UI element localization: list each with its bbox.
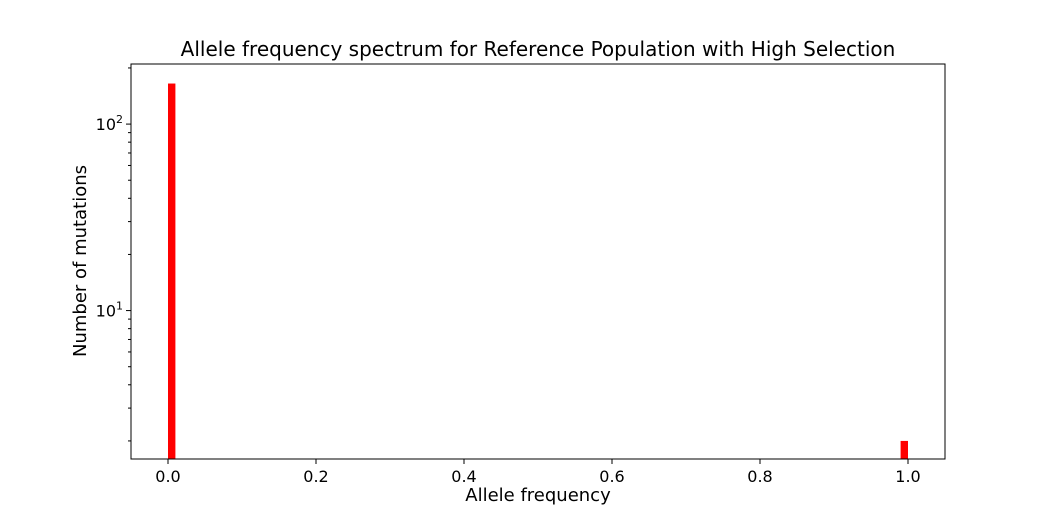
x-axis: 0.0 0.2 0.4 0.6 0.8 1.0 [155, 459, 921, 486]
chart-title: Allele frequency spectrum for Reference … [181, 37, 896, 61]
y-axis: 101 102 [96, 67, 131, 442]
plot-frame [130, 63, 946, 460]
y-tick-label: 102 [96, 113, 123, 134]
x-tick-label: 0.0 [155, 467, 180, 486]
x-tick-label: 1.0 [895, 467, 920, 486]
bar-0 [168, 83, 176, 459]
x-axis-label: Allele frequency [465, 485, 611, 506]
bar-1 [900, 440, 908, 459]
y-tick-label: 101 [96, 300, 123, 321]
x-tick-label: 0.2 [303, 467, 328, 486]
x-tick-label: 0.4 [451, 467, 476, 486]
x-tick-label: 0.6 [599, 467, 624, 486]
bars-group [168, 83, 908, 459]
x-tick-label: 0.8 [747, 467, 772, 486]
y-axis-label: Number of mutations [70, 165, 91, 357]
